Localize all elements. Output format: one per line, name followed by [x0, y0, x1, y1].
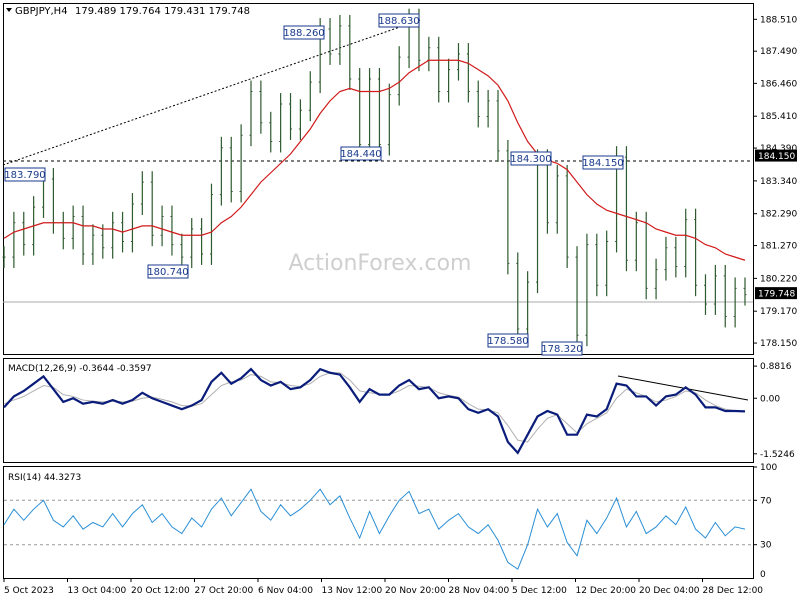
rsi-series-group	[3, 488, 753, 570]
time-tick-label: 28 Dec 12:00	[703, 586, 764, 596]
price-tick-label: 179.170	[760, 307, 797, 317]
watermark: ActionForex.com	[289, 251, 472, 276]
swing-label-box	[4, 167, 46, 182]
swing-label-box	[487, 333, 529, 348]
time-tick-label: 20 Oct 12:00	[131, 586, 190, 596]
time-tick-label: 13 Nov 12:00	[322, 586, 383, 596]
time-tick-label: 28 Nov 04:00	[449, 586, 510, 596]
time-tick-label: 13 Oct 04:00	[68, 586, 127, 596]
price-tick-label: 181.270	[760, 242, 797, 252]
price-tick-label: 184.390	[760, 144, 797, 154]
swing-label-box	[378, 13, 420, 28]
macd-axis: 0.8816 0.00 -1.5246	[753, 362, 795, 460]
symbol-label: GBPJPY,H4	[15, 6, 68, 17]
rsi-tick-label: 70	[760, 496, 772, 506]
rsi-line	[3, 488, 746, 570]
price-tick-label: 182.290	[760, 210, 797, 220]
current-price-tag: 179.748	[758, 290, 795, 300]
swing-label: 178.320	[541, 344, 582, 355]
swing-label: 184.150	[582, 158, 623, 169]
level-184-tag-bg	[755, 149, 797, 162]
price-tick-label: 187.490	[760, 47, 797, 57]
time-tick-label: 5 Oct 2023	[4, 586, 54, 596]
swing-label: 180.740	[147, 267, 188, 278]
swing-label: 188.260	[283, 28, 324, 39]
rsi-panel	[3, 466, 754, 579]
swing-label: 178.580	[487, 336, 528, 347]
time-tick-label: 27 Oct 20:00	[195, 586, 254, 596]
macd-tick-label: -1.5246	[760, 450, 795, 460]
time-axis: 5 Oct 2023 13 Oct 04:00 20 Oct 12:00 27 Oct…	[3, 578, 764, 596]
swing-label: 184.300	[510, 154, 551, 165]
price-tick-label: 180.220	[760, 274, 797, 284]
swing-label: 184.440	[340, 149, 381, 160]
time-tick-label: 6 Nov 04:00	[258, 586, 313, 596]
time-tick-label: 5 Dec 12:00	[512, 586, 567, 596]
price-tick-label: 185.410	[760, 112, 797, 122]
macd-tick-label: 0.00	[760, 394, 780, 404]
current-price-tag-bg	[755, 287, 797, 300]
swing-labels: 183.790 188.260 188.630 180.740 184.440 184.3…	[4, 13, 624, 356]
rsi-axis: 100 70 30 0	[753, 463, 777, 580]
price-tick-label: 186.460	[760, 79, 797, 89]
dropdown-arrow-icon[interactable]	[6, 8, 12, 12]
swing-label-box	[283, 25, 325, 40]
time-tick-label: 12 Dec 20:00	[576, 586, 637, 596]
ohlc-readout: 179.489 179.764 179.431 179.748	[75, 6, 250, 17]
rsi-tick-label: 30	[760, 541, 772, 551]
swing-label-box	[340, 146, 382, 161]
macd-title: MACD(12,26,9) -0.3644 -0.3597	[8, 364, 152, 374]
swing-label: 188.630	[378, 16, 419, 27]
price-tick-label: 183.340	[760, 177, 797, 187]
time-tick-label: 20 Dec 04:00	[639, 586, 700, 596]
moving-average-line	[3, 59, 746, 261]
price-axis: 188.510 187.490 186.460 185.410 184.390 183.3…	[753, 15, 797, 349]
price-panel	[3, 3, 754, 355]
price-series-group	[2, 8, 747, 347]
price-tick-label: 178.150	[760, 339, 797, 349]
macd-tick-label: 0.8816	[760, 362, 792, 372]
macd-panel	[3, 358, 754, 463]
level-184-tag: 184.150	[758, 152, 795, 162]
macd-main-line	[3, 367, 746, 455]
rsi-title: RSI(14) 44.3273	[8, 473, 81, 483]
swing-label-box	[147, 264, 189, 279]
swing-label: 183.790	[4, 170, 45, 181]
macd-series-group	[3, 367, 746, 455]
rsi-tick-label: 100	[760, 463, 777, 473]
price-tick-label: 188.510	[760, 15, 797, 25]
swing-label-box	[582, 155, 624, 170]
swing-label-box	[510, 151, 552, 166]
time-tick-label: 20 Nov 20:00	[385, 586, 446, 596]
rsi-tick-label: 0	[760, 570, 766, 580]
swing-label-box	[541, 341, 583, 356]
rising-trendline	[2, 19, 421, 166]
